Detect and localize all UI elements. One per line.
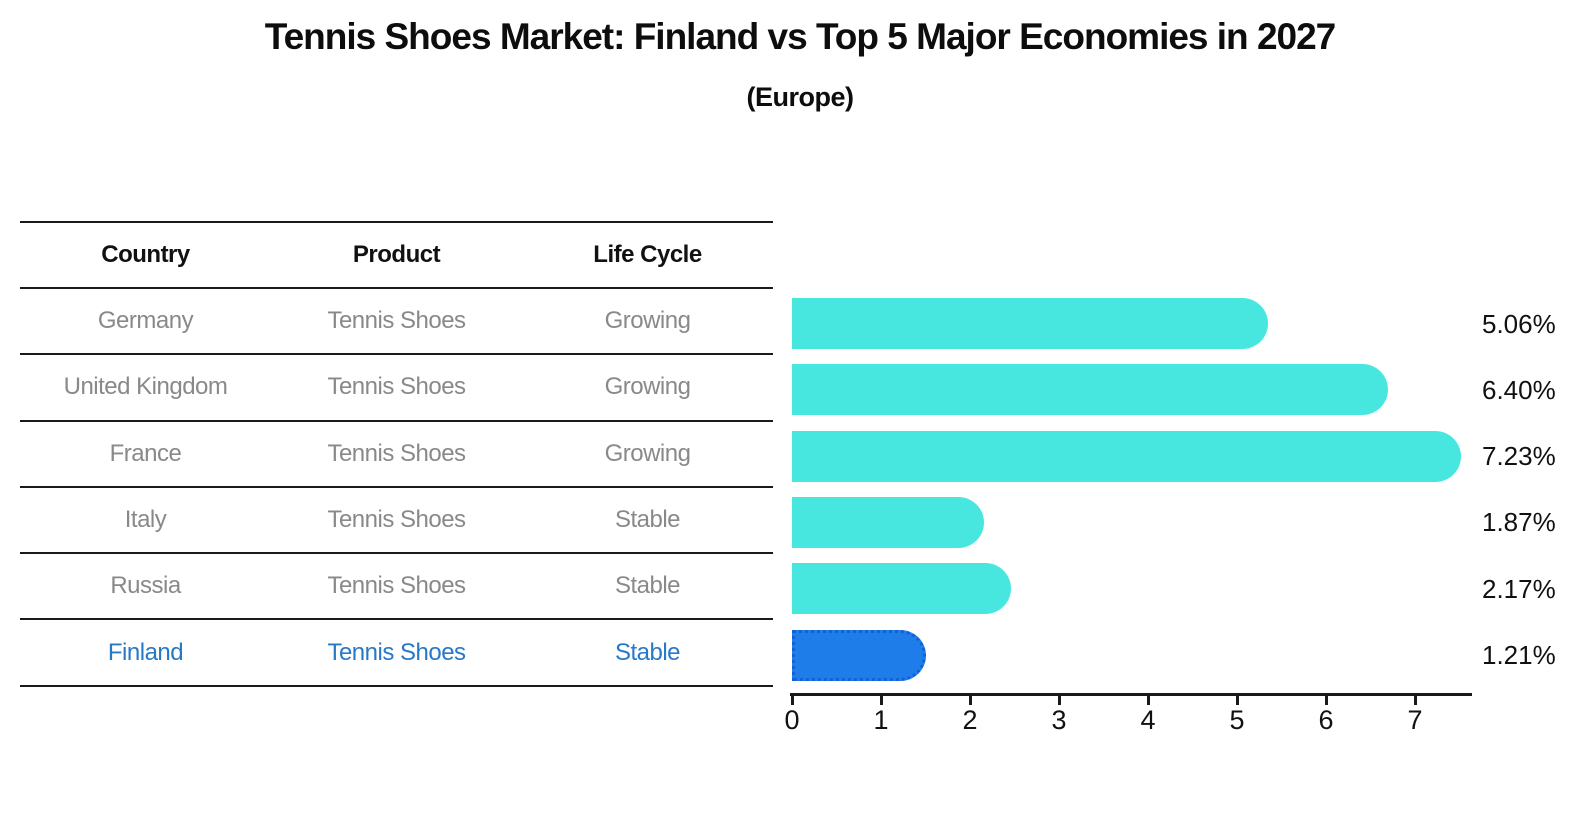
cell-country: Russia [110,572,181,600]
cell-product: Tennis Shoes [327,373,466,401]
x-axis-tick-3 [1057,694,1061,705]
chart-title: Tennis Shoes Market: Finland vs Top 5 Ma… [264,16,1337,57]
cell-lifecycle: Stable [614,572,681,600]
x-axis-tick-2 [968,694,972,705]
bar-germany [792,298,1269,349]
bar-france [792,430,1462,482]
value-label-france: 7.23% [1482,441,1556,472]
table-row-united-kingdom: United Kingdom Tennis Shoes Growing [20,355,773,422]
value-label-united-kingdom: 6.40% [1482,374,1556,405]
cell-country: Italy [124,506,167,534]
cell-country: Germany [97,307,194,335]
x-axis-tick-label-6: 6 [1318,705,1334,735]
bar-finland [792,629,926,681]
value-label-germany: 5.06% [1482,308,1556,339]
x-axis-tick-4 [1146,694,1150,705]
table-body: Germany Tennis Shoes Growing United Kingdom… [20,289,773,687]
country-table: Country Product Life Cycle Germany Tennis… [20,221,773,687]
table-row-italy: Italy Tennis Shoes Stable [20,488,773,555]
x-axis-tick-1 [879,694,883,705]
cell-lifecycle: Growing [604,439,691,467]
x-axis-tick-label-0: 0 [784,705,800,735]
value-label-russia: 2.17% [1482,573,1556,604]
cell-country: Finland [107,638,184,666]
column-header-country: Country [101,241,190,268]
table-row-finland: Finland Tennis Shoes Stable [20,620,773,687]
cell-country: France [109,439,182,467]
bar-russia [792,563,1012,615]
x-axis-tick-label-4: 4 [1140,705,1156,735]
cell-product: Tennis Shoes [327,572,466,600]
cell-product: Tennis Shoes [327,506,466,534]
x-axis-tick-label-5: 5 [1229,705,1245,735]
table-row-france: France Tennis Shoes Growing [20,422,773,488]
table-header-row: Country Product Life Cycle [20,223,773,289]
value-label-finland: 1.21% [1482,640,1556,670]
x-axis-tick-7 [1413,694,1417,705]
x-axis-tick-5 [1235,694,1239,705]
x-axis-tick-0 [790,694,794,705]
column-header-product: Product [352,241,441,268]
x-axis-line [790,693,1472,696]
cell-lifecycle: Stable [614,638,681,666]
cell-country: United Kingdom [63,373,228,401]
bar-italy [792,496,985,548]
cell-product: Tennis Shoes [327,307,466,335]
cell-product: Tennis Shoes [327,439,466,467]
cell-lifecycle: Growing [604,307,691,335]
table-row-russia: Russia Tennis Shoes Stable [20,554,773,621]
value-label-italy: 1.87% [1482,507,1556,538]
x-axis-tick-label-2: 2 [962,705,978,735]
cell-lifecycle: Stable [614,506,681,534]
bar-united-kingdom [792,364,1388,416]
x-axis-tick-6 [1324,694,1328,705]
cell-product: Tennis Shoes [327,638,466,666]
cell-lifecycle: Growing [604,373,691,401]
x-axis-tick-label-3: 3 [1051,705,1067,735]
x-axis-tick-label-7: 7 [1407,705,1423,735]
table-row-germany: Germany Tennis Shoes Growing [20,289,773,356]
x-axis-tick-label-1: 1 [873,705,889,735]
chart-subtitle: (Europe) [746,82,855,112]
column-header-lifecycle: Life Cycle [593,241,702,268]
